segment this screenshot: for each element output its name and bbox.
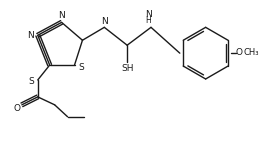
Text: SH: SH [121, 64, 133, 73]
Text: N: N [27, 31, 34, 40]
Text: N: N [101, 17, 108, 26]
Text: CH₃: CH₃ [244, 48, 259, 57]
Text: O: O [13, 104, 20, 113]
Text: S: S [79, 63, 84, 72]
Text: N: N [145, 10, 151, 19]
Text: N: N [58, 11, 65, 20]
Text: S: S [28, 78, 34, 86]
Text: O: O [236, 48, 243, 57]
Text: H: H [145, 16, 151, 25]
